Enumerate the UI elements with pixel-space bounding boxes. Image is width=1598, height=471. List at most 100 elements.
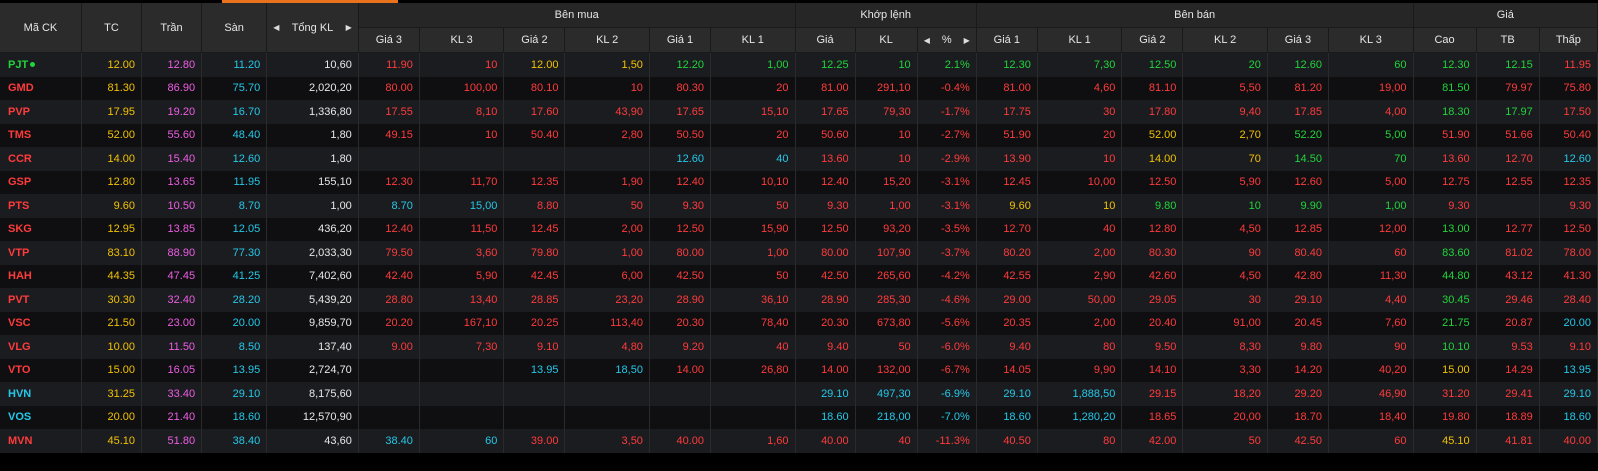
table-row[interactable]: VTP 83.10 88.90 77.30 2,033,30 79.50 3,60 79.80…	[0, 241, 1598, 265]
bid-cell	[649, 405, 712, 429]
high-avg-low-cell: 12.30	[1412, 52, 1477, 77]
ask-cell: 20	[1037, 123, 1123, 147]
col-tran[interactable]: Trần	[141, 3, 203, 53]
high-avg-low-cell: 21.75	[1412, 311, 1477, 335]
table-row[interactable]: TMS 52.00 55.60 48.40 1,80 49.15 10 50.40 2,80 50…	[0, 123, 1598, 147]
symbol-cell[interactable]: CCR	[0, 147, 82, 171]
bid-cell: 10	[419, 52, 505, 77]
col-price-1[interactable]: TB	[1476, 27, 1540, 53]
symbol-cell[interactable]: PJT	[0, 52, 82, 77]
ask-cell: 5,00	[1328, 170, 1414, 194]
col-match-1[interactable]: KL	[855, 27, 918, 53]
prev-column-icon[interactable]: ◀	[923, 35, 930, 45]
high-avg-low-cell: 17.97	[1476, 100, 1540, 124]
next-column-icon[interactable]: ▶	[963, 35, 970, 45]
ask-cell: 1,888,50	[1037, 382, 1123, 406]
table-row[interactable]: VLG 10.00 11.50 8.50 137,40 9.00 7,30 9.10 4,80 9…	[0, 335, 1598, 359]
col-sell-0[interactable]: Giá 1	[976, 27, 1038, 53]
col-sell-1[interactable]: KL 1	[1037, 27, 1123, 53]
col-san[interactable]: Sàn	[201, 3, 268, 53]
col-buy-0[interactable]: Giá 3	[358, 27, 420, 53]
col-buy-4[interactable]: Giá 1	[649, 27, 712, 53]
col-buy-2[interactable]: Giá 2	[503, 27, 566, 53]
table-row[interactable]: HAH 44.35 47.45 41.25 7,402,60 42.40 5,90 42.45…	[0, 264, 1598, 288]
col-sell-5[interactable]: KL 3	[1328, 27, 1414, 53]
symbol-cell[interactable]: SKG	[0, 217, 82, 241]
symbol-cell[interactable]: GMD	[0, 76, 82, 100]
ask-cell: 80	[1037, 429, 1123, 453]
symbol-cell[interactable]: TMS	[0, 123, 82, 147]
col-price-0[interactable]: Cao	[1413, 27, 1477, 53]
total-volume-cell: 2,020,20	[266, 76, 359, 100]
bid-cell: 100,00	[419, 76, 505, 100]
match-cell: 14.00	[794, 358, 856, 382]
high-avg-low-cell: 9.10	[1539, 335, 1598, 359]
symbol-cell[interactable]: VTO	[0, 358, 82, 382]
match-cell: 80.00	[794, 241, 856, 265]
match-cell: -2.9%	[917, 147, 977, 171]
col-tong-kl[interactable]: ◀ Tổng KL ▶	[266, 3, 359, 53]
col-pct-label: %	[941, 34, 952, 46]
col-sell-4[interactable]: Giá 3	[1267, 27, 1329, 53]
ask-cell: 9.80	[1121, 194, 1184, 218]
col-price-2[interactable]: Thấp	[1539, 27, 1598, 53]
ask-cell: 1,280,20	[1037, 405, 1123, 429]
scroll-left-icon[interactable]: ◀	[273, 23, 280, 32]
col-tc[interactable]: TC	[81, 3, 143, 53]
bid-cell: 12.40	[649, 170, 712, 194]
bid-cell: 79.50	[357, 241, 420, 265]
floor-price-cell: 48.40	[201, 123, 268, 147]
ceiling-price-cell: 33.40	[141, 382, 203, 406]
table-row[interactable]: VSC 21.50 23.00 20.00 9,859,70 20.20 167,10 20.…	[0, 311, 1598, 335]
col-buy-3[interactable]: KL 2	[564, 27, 650, 53]
col-match-2[interactable]: ◀% ▶	[917, 27, 977, 53]
symbol-cell[interactable]: MVN	[0, 429, 82, 453]
floor-price-cell: 11.95	[201, 170, 268, 194]
col-sell-3[interactable]: KL 2	[1182, 27, 1268, 53]
match-cell: -2.7%	[917, 123, 977, 147]
col-buy-1[interactable]: KL 3	[419, 27, 505, 53]
symbol-cell[interactable]: HVN	[0, 382, 82, 406]
ask-cell: 5,90	[1182, 170, 1268, 194]
ask-cell: 9.60	[975, 194, 1038, 218]
symbol-cell[interactable]: VTP	[0, 241, 82, 265]
bid-cell: 40	[710, 335, 796, 359]
floor-price-cell: 11.20	[201, 52, 268, 77]
ask-cell: 50	[1182, 429, 1268, 453]
table-row[interactable]: GSP 12.80 13.65 11.95 155,10 12.30 11,70 12.35 1…	[0, 170, 1598, 194]
symbol-cell[interactable]: VSC	[0, 311, 82, 335]
ask-cell: 10	[1182, 194, 1268, 218]
price-board: Mã CK TC Trần Sàn ◀ Tổng KL ▶ Bên mua Khớp…	[0, 3, 1598, 453]
table-row[interactable]: PVT 30.30 32.40 28.20 5,439,20 28.80 13,40 28.8…	[0, 288, 1598, 312]
ask-cell: 12.30	[975, 52, 1038, 77]
table-row[interactable]: PVP 17.95 19.20 16.70 1,336,80 17.55 8,10 17.60…	[0, 100, 1598, 124]
scroll-right-icon[interactable]: ▶	[345, 23, 352, 32]
bid-cell: 50.40	[503, 123, 566, 147]
match-cell: -6.9%	[917, 382, 977, 406]
col-match-0[interactable]: Giá	[795, 27, 856, 53]
symbol-cell[interactable]: VOS	[0, 405, 82, 429]
ref-price-cell: 14.00	[81, 147, 143, 171]
symbol-cell[interactable]: GSP	[0, 170, 82, 194]
high-avg-low-cell: 44.80	[1412, 264, 1477, 288]
table-row[interactable]: HVN 31.25 33.40 29.10 8,175,60 29.10 497,30 -6.…	[0, 382, 1598, 406]
bid-cell: 40.00	[649, 429, 712, 453]
table-row[interactable]: VTO 15.00 16.05 13.95 2,724,70 13.95 18,50 14.0…	[0, 358, 1598, 382]
symbol-cell[interactable]: HAH	[0, 264, 82, 288]
table-row[interactable]: VOS 20.00 21.40 18.60 12,570,90 18.60 218,00 -7…	[0, 405, 1598, 429]
col-sell-2[interactable]: Giá 2	[1121, 27, 1184, 53]
symbol-cell[interactable]: PTS	[0, 194, 82, 218]
table-row[interactable]: CCR 14.00 15.40 12.60 1,80 12.60 40 13.60 10 -2.9…	[0, 147, 1598, 171]
table-row[interactable]: GMD 81.30 86.90 75.70 2,020,20 80.00 100,00 80.…	[0, 76, 1598, 100]
table-row[interactable]: PTS 9.60 10.50 8.70 1,00 8.70 15,00 8.80 50 9.30 5…	[0, 194, 1598, 218]
col-buy-5[interactable]: KL 1	[710, 27, 796, 53]
col-ma-ck[interactable]: Mã CK	[0, 3, 82, 53]
symbol-cell[interactable]: PVT	[0, 288, 82, 312]
symbol-cell[interactable]: VLG	[0, 335, 82, 359]
ask-cell: 14.05	[975, 358, 1038, 382]
table-row[interactable]: PJT 12.00 12.80 11.20 10,60 11.90 10 12.00 1,50 1…	[0, 52, 1598, 77]
symbol-cell[interactable]: PVP	[0, 100, 82, 124]
table-row[interactable]: SKG 12.95 13.85 12.05 436,20 12.40 11,50 12.45 2…	[0, 217, 1598, 241]
bid-cell: 50	[710, 194, 796, 218]
table-row[interactable]: MVN 45.10 51.80 38.40 43,60 38.40 60 39.00 3,50 4…	[0, 429, 1598, 453]
